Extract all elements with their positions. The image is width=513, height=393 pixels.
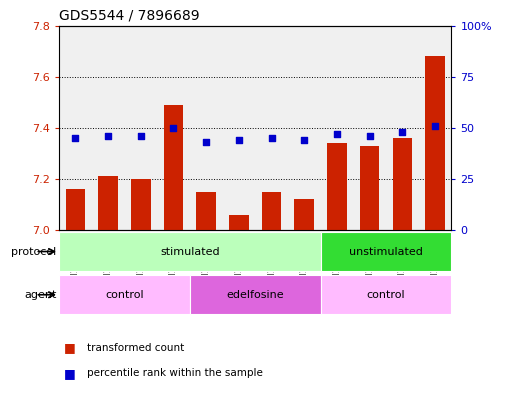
Text: ■: ■ (64, 367, 76, 380)
Text: transformed count: transformed count (87, 343, 185, 353)
Bar (327, 143, 347, 230)
Text: protocol: protocol (11, 246, 56, 257)
Point (202, 139, 210, 145)
Text: GDS5544 / 7896689: GDS5544 / 7896689 (59, 9, 200, 23)
Text: edelfosine: edelfosine (226, 290, 284, 300)
Point (398, 129, 406, 135)
Bar (294, 199, 314, 230)
Bar (229, 215, 249, 230)
Bar (262, 191, 281, 230)
Bar (98, 176, 118, 230)
Bar (321, 275, 451, 314)
Point (267, 135, 275, 141)
Bar (59, 232, 321, 271)
Bar (131, 179, 150, 230)
Point (169, 125, 177, 131)
Point (431, 123, 439, 129)
Bar (392, 138, 412, 230)
Point (235, 137, 243, 143)
Point (104, 133, 112, 139)
Bar (66, 189, 85, 230)
Text: stimulated: stimulated (160, 246, 220, 257)
Bar (321, 232, 451, 271)
Bar (196, 191, 216, 230)
Bar (190, 275, 321, 314)
Point (333, 131, 341, 137)
Bar (360, 145, 380, 230)
Text: percentile rank within the sample: percentile rank within the sample (87, 368, 263, 378)
Bar (425, 56, 445, 230)
Point (71, 135, 80, 141)
Text: agent: agent (24, 290, 56, 300)
Text: control: control (105, 290, 144, 300)
Point (366, 133, 374, 139)
Point (136, 133, 145, 139)
Bar (59, 275, 190, 314)
Bar (164, 105, 183, 230)
Point (300, 137, 308, 143)
Text: ■: ■ (64, 341, 76, 354)
Text: control: control (367, 290, 405, 300)
Text: unstimulated: unstimulated (349, 246, 423, 257)
